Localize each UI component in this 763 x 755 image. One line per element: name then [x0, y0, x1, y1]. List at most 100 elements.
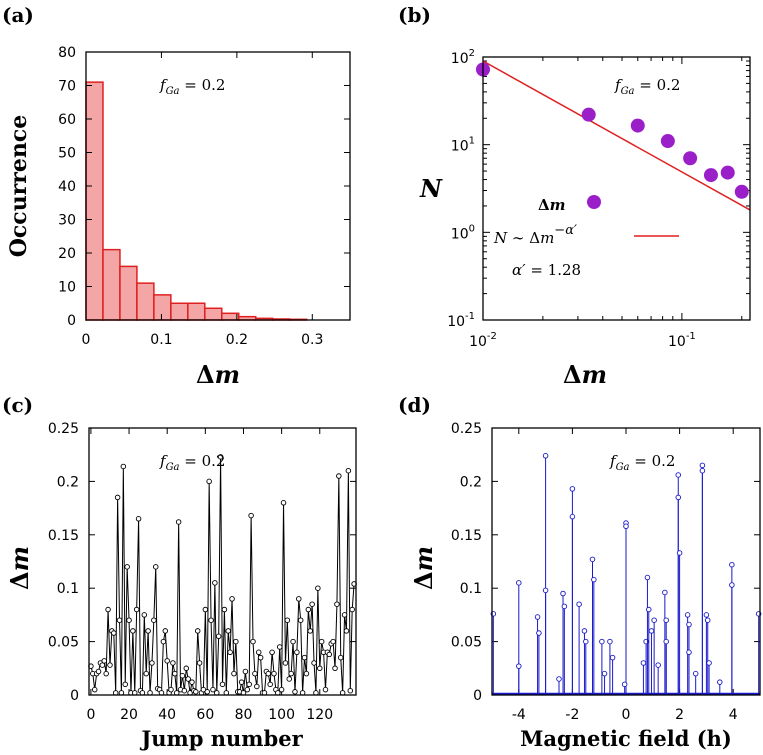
data-point — [271, 670, 277, 677]
data-point — [336, 473, 342, 479]
legend-entry-delta-m: Δm — [538, 196, 566, 214]
data-point — [576, 601, 582, 607]
data-point — [233, 638, 239, 645]
data-point — [175, 519, 182, 525]
panel-b-ylabel: N — [419, 174, 443, 203]
data-point — [185, 676, 191, 682]
legend-entry-alpha: α′ = 1.28 — [512, 261, 581, 279]
y-tick-label: 30 — [58, 213, 76, 229]
data-point — [292, 689, 298, 695]
data-point — [152, 564, 159, 570]
data-point — [561, 603, 568, 610]
data-point — [170, 660, 176, 666]
data-point — [269, 649, 275, 656]
data-point — [581, 628, 588, 634]
data-point — [686, 649, 692, 656]
data-point — [284, 617, 291, 623]
data-point — [248, 512, 254, 519]
panel-c-label: (c) — [2, 393, 33, 417]
data-point — [305, 606, 312, 613]
data-point — [231, 670, 237, 677]
data-point — [703, 612, 710, 618]
data-point — [215, 633, 222, 640]
data-point — [349, 606, 355, 613]
data-point — [145, 628, 151, 634]
y-tick-label: 40 — [58, 179, 76, 195]
data-point — [122, 681, 128, 688]
panel-d-series — [490, 453, 762, 696]
data-point — [135, 516, 142, 522]
data-point — [630, 118, 645, 133]
data-point — [307, 628, 313, 634]
y-tick-label: 0.25 — [48, 421, 79, 437]
data-point — [599, 638, 605, 645]
data-point — [623, 523, 629, 530]
data-point — [646, 606, 652, 613]
data-point — [278, 686, 285, 693]
y-tick-label: 10 — [58, 280, 76, 296]
panel-c-series — [88, 454, 357, 696]
y-tick-label: 0.25 — [451, 421, 482, 437]
data-point — [699, 467, 706, 474]
panel-a-ylabel: Occurrence — [6, 115, 32, 258]
panel-c-ticks: 0 20 40 60 80 100 120 0 0.05 0.1 0.15 0.2 0.25 — [48, 421, 356, 723]
y-tick-label: 10-1 — [447, 311, 475, 330]
y-tick-label: 102 — [451, 48, 475, 67]
data-point — [303, 670, 310, 677]
y-tick-label: 0.2 — [460, 474, 482, 490]
data-point — [516, 580, 522, 586]
panel-c-xlabel: Jump number — [139, 726, 303, 751]
data-point — [181, 687, 188, 694]
x-tick-label: 0.3 — [301, 332, 323, 348]
data-point — [675, 472, 682, 478]
data-point — [172, 670, 178, 677]
panel-d-ylabel: Δm — [409, 546, 438, 590]
panel-c-annotation: fGa = 0.2 — [159, 452, 225, 473]
data-point — [107, 662, 113, 668]
panel-d-annotation: fGa = 0.2 — [609, 452, 675, 473]
data-point — [651, 617, 657, 623]
x-tick-label: 80 — [235, 707, 253, 723]
x-tick-label: 0 — [82, 332, 91, 348]
data-point — [208, 617, 214, 623]
histogram-bar — [119, 265, 138, 321]
data-point — [662, 589, 668, 596]
histogram-bar — [136, 282, 155, 321]
panel-d-label: (d) — [398, 393, 431, 417]
data-point — [221, 606, 228, 613]
x-tick-label: 0 — [622, 707, 631, 723]
data-point — [202, 606, 209, 613]
x-tick-label: 20 — [120, 707, 138, 723]
histogram-bar — [170, 302, 189, 321]
panel-d-xlabel: Magnetic field (h) — [520, 726, 732, 751]
data-point — [720, 165, 735, 180]
panel-d: (d) -4 -2 0 2 4 0 0.05 0.1 0.15 0.2 0.25 fGa = 0.2… — [398, 393, 762, 751]
data-point — [542, 453, 549, 459]
data-point — [111, 630, 117, 636]
data-point — [315, 585, 321, 591]
data-point — [607, 638, 613, 645]
data-point — [343, 628, 350, 634]
data-point — [193, 689, 199, 695]
data-point — [204, 689, 210, 695]
data-point — [536, 630, 542, 636]
panel-b-label: (b) — [398, 3, 431, 27]
data-point — [229, 596, 235, 602]
data-point — [196, 660, 203, 666]
data-point — [621, 681, 628, 688]
panel-c: (c) 0 20 40 60 80 100 120 0 0.05 0.1 0.15 0.2 0.25 f… — [2, 393, 357, 751]
data-point — [276, 644, 283, 650]
data-point — [296, 596, 302, 602]
data-point — [164, 658, 170, 664]
y-tick-label: 70 — [58, 79, 76, 95]
panel-a-ticks: 0 0.1 0.2 0.3 0 10 20 30 40 50 60 70 80 — [58, 45, 350, 348]
data-point — [729, 582, 735, 588]
data-point — [116, 617, 123, 623]
data-point — [219, 681, 226, 688]
data-point — [516, 663, 522, 669]
data-point — [337, 654, 344, 661]
data-point — [294, 649, 300, 656]
data-point — [225, 628, 231, 634]
data-point — [267, 681, 273, 688]
